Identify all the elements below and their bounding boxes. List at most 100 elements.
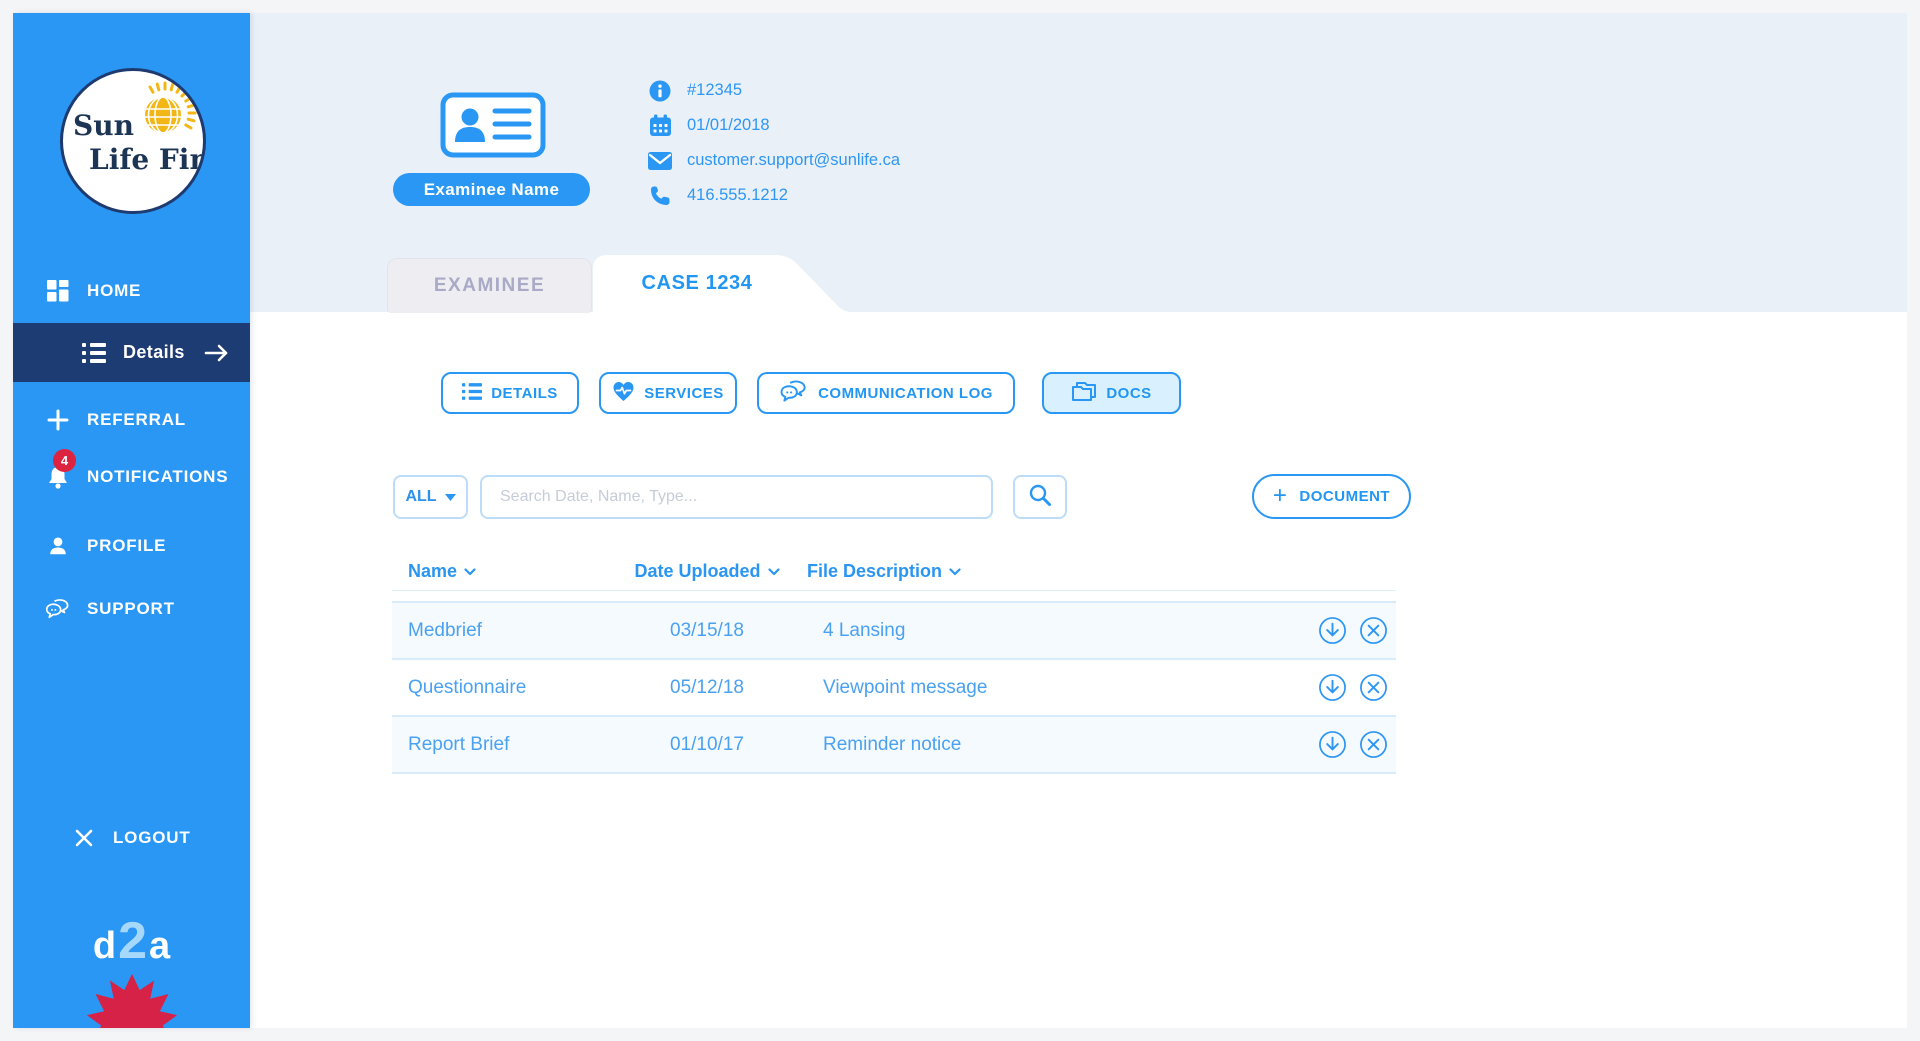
filter-all-label: ALL bbox=[405, 488, 437, 505]
subtab-docs-label: DOCS bbox=[1106, 384, 1152, 402]
email-value[interactable]: customer.support@sunlife.ca bbox=[687, 151, 901, 169]
person-icon bbox=[45, 535, 71, 557]
chat-bubbles-icon bbox=[45, 596, 71, 622]
sidebar-item-profile[interactable]: PROFILE bbox=[13, 526, 250, 566]
doc-description: Reminder notice bbox=[823, 733, 962, 755]
date-row: 01/01/2018 bbox=[647, 108, 900, 143]
chevron-down-icon bbox=[464, 567, 476, 575]
doc-description: Viewpoint message bbox=[823, 676, 988, 698]
plus-icon bbox=[45, 409, 71, 431]
sun-globe-icon bbox=[145, 81, 197, 134]
column-header-file-description[interactable]: File Description bbox=[807, 561, 1266, 582]
contact-info: #12345 01/01/2018 bbox=[647, 73, 900, 213]
list-icon bbox=[462, 382, 483, 404]
info-icon bbox=[647, 80, 673, 102]
tab-case[interactable]: CASE 1234 bbox=[593, 255, 855, 312]
sunlife-logo: Sun Life Fin bbox=[60, 68, 206, 214]
sidebar-item-label: SUPPORT bbox=[87, 599, 175, 618]
app-window: Sun Life Fin bbox=[13, 13, 1907, 1028]
close-x-icon bbox=[71, 829, 97, 847]
sunlife-logo-text-line2: Life Fin bbox=[89, 143, 206, 176]
bell-icon: 4 bbox=[45, 449, 76, 490]
sidebar-item-label: HOME bbox=[87, 281, 142, 300]
examinee-name-pill[interactable]: Examinee Name bbox=[393, 173, 590, 206]
table-row: Medbrief 03/15/18 4 Lansing bbox=[392, 603, 1396, 660]
download-icon[interactable] bbox=[1318, 730, 1347, 759]
column-header-date-uploaded[interactable]: Date Uploaded bbox=[607, 561, 807, 582]
search-input[interactable] bbox=[480, 475, 993, 519]
sidebar-item-label: Details bbox=[123, 342, 185, 362]
subtab-communication-log-label: COMMUNICATION LOG bbox=[818, 384, 993, 402]
caret-down-icon bbox=[444, 488, 456, 506]
chat-bubbles-icon bbox=[779, 379, 809, 408]
add-document-button[interactable]: + DOCUMENT bbox=[1252, 474, 1411, 519]
sidebar-item-details[interactable]: Details bbox=[13, 323, 250, 382]
sidebar-item-support[interactable]: SUPPORT bbox=[13, 589, 250, 629]
tab-examinee-label: EXAMINEE bbox=[433, 275, 546, 296]
subtab-details[interactable]: DETAILS bbox=[441, 372, 579, 414]
phone-value[interactable]: 416.555.1212 bbox=[687, 186, 788, 204]
subtab-docs[interactable]: DOCS bbox=[1042, 372, 1181, 414]
search-button[interactable] bbox=[1013, 475, 1067, 519]
doc-name[interactable]: Questionnaire bbox=[408, 676, 527, 698]
subtab-services-label: SERVICES bbox=[644, 384, 724, 402]
envelope-icon bbox=[647, 151, 673, 170]
sidebar-item-referral[interactable]: REFERRAL bbox=[13, 400, 250, 440]
doc-name[interactable]: Report Brief bbox=[408, 733, 510, 755]
heart-pulse-icon bbox=[612, 381, 635, 406]
download-icon[interactable] bbox=[1318, 673, 1347, 702]
table-body: Medbrief 03/15/18 4 Lansing bbox=[392, 601, 1396, 774]
doc-name[interactable]: Medbrief bbox=[408, 619, 482, 641]
folder-icon bbox=[1071, 380, 1097, 406]
d2a-logo: d 2 a bbox=[13, 911, 250, 971]
subtab-communication-log[interactable]: COMMUNICATION LOG bbox=[757, 372, 1015, 414]
phone-icon bbox=[647, 185, 673, 207]
table-row: Report Brief 01/10/17 Reminder notice bbox=[392, 717, 1396, 774]
subtab-details-label: DETAILS bbox=[491, 384, 558, 402]
filter-all-dropdown[interactable]: ALL bbox=[393, 475, 468, 519]
table-row: Questionnaire 05/12/18 Viewpoint message bbox=[392, 660, 1396, 717]
logout-label: LOGOUT bbox=[113, 828, 191, 847]
logout-button[interactable]: LOGOUT bbox=[13, 818, 250, 858]
add-document-label: DOCUMENT bbox=[1299, 488, 1391, 505]
table-header-row: Name Date Uploaded File Description bbox=[392, 553, 1396, 591]
doc-date: 01/10/17 bbox=[670, 733, 744, 755]
doc-description: 4 Lansing bbox=[823, 619, 906, 641]
examinee-name-label: Examinee Name bbox=[423, 179, 560, 199]
chevron-down-icon bbox=[767, 567, 780, 575]
email-row: customer.support@sunlife.ca bbox=[647, 143, 900, 178]
sidebar: Sun Life Fin bbox=[13, 13, 250, 1028]
id-card-icon bbox=[440, 92, 546, 158]
phone-row: 416.555.1212 bbox=[647, 178, 900, 213]
subtab-services[interactable]: SERVICES bbox=[599, 372, 737, 414]
column-header-name[interactable]: Name bbox=[392, 561, 607, 582]
documents-table: Name Date Uploaded File Description Medb… bbox=[392, 553, 1396, 774]
delete-icon[interactable] bbox=[1359, 673, 1388, 702]
sidebar-item-label: NOTIFICATIONS bbox=[87, 467, 229, 486]
list-icon bbox=[81, 342, 107, 363]
sunlife-logo-text-line1: Sun bbox=[73, 109, 134, 142]
delete-icon[interactable] bbox=[1359, 616, 1388, 645]
column-header-description-label: File Description bbox=[807, 561, 943, 581]
download-icon[interactable] bbox=[1318, 616, 1347, 645]
tab-case-shape bbox=[593, 255, 852, 312]
sidebar-item-home[interactable]: HOME bbox=[13, 271, 250, 311]
sidebar-item-notifications[interactable]: 4 NOTIFICATIONS bbox=[13, 449, 250, 497]
calendar-icon bbox=[647, 114, 673, 137]
arrow-right-icon bbox=[204, 343, 230, 363]
content-panel bbox=[250, 312, 1907, 1028]
case-id-row: #12345 bbox=[647, 73, 900, 108]
date-value: 01/01/2018 bbox=[687, 116, 770, 134]
tab-case-label: CASE 1234 bbox=[641, 272, 753, 294]
sidebar-item-label: REFERRAL bbox=[87, 410, 186, 429]
column-header-name-label: Name bbox=[408, 561, 458, 581]
delete-icon[interactable] bbox=[1359, 730, 1388, 759]
notifications-badge: 4 bbox=[53, 449, 76, 472]
home-grid-icon bbox=[45, 280, 71, 302]
tab-examinee[interactable]: EXAMINEE bbox=[387, 258, 592, 313]
doc-date: 05/12/18 bbox=[670, 676, 744, 698]
case-id-value: #12345 bbox=[687, 81, 743, 99]
d2a-letter-d: d bbox=[92, 925, 117, 967]
maple-leaf-icon bbox=[86, 973, 177, 1028]
sidebar-item-label: PROFILE bbox=[87, 536, 167, 555]
